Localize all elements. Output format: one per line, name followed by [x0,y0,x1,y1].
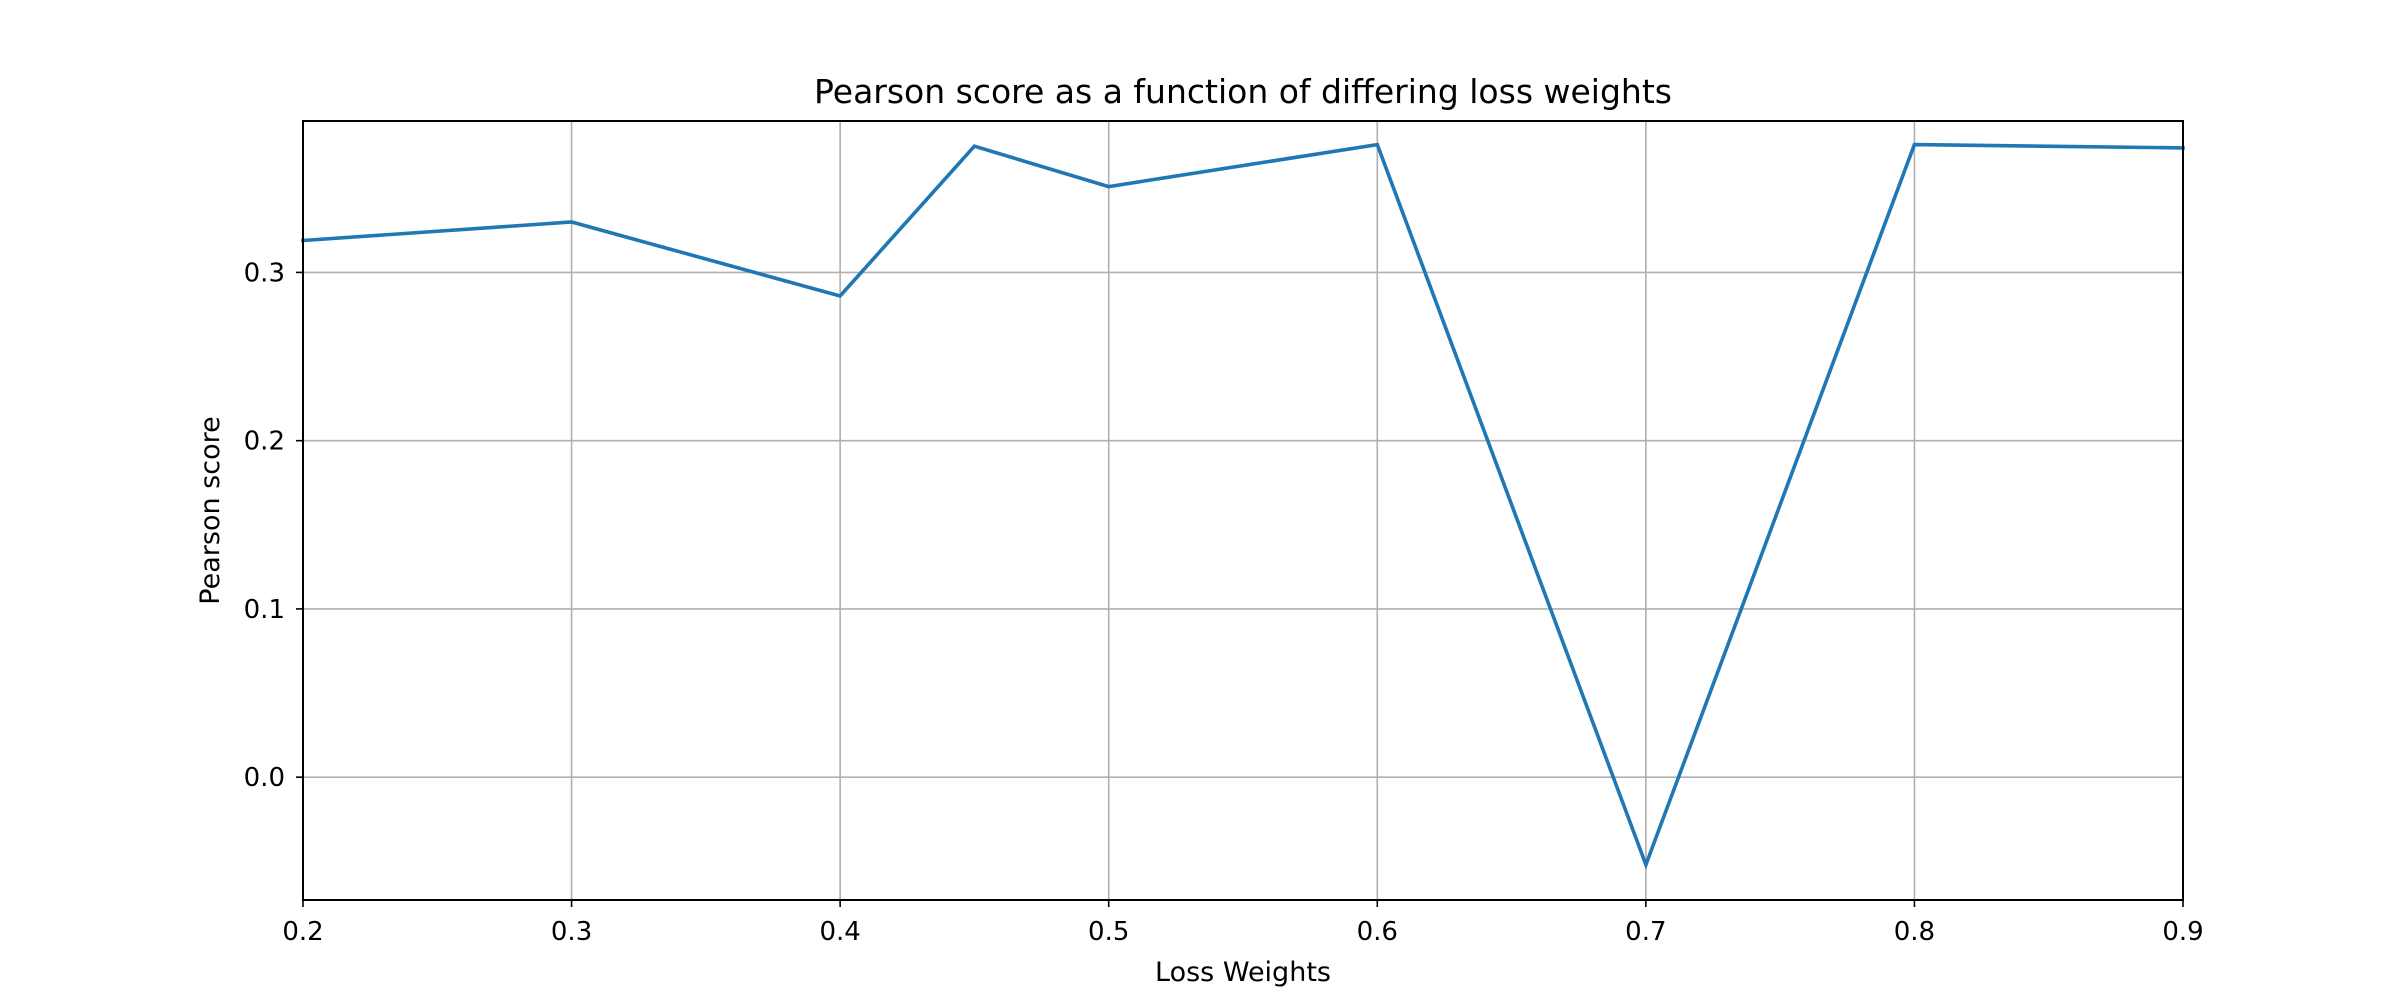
series-line [301,142,2185,870]
y-tick-label: 0.2 [244,427,285,457]
y-axis-label: Pearson score [195,416,226,604]
series-layer [301,142,2185,870]
y-tick-label: 0.1 [244,595,285,625]
x-tick-label: 0.2 [282,917,323,947]
y-tick-label: 0.0 [244,763,285,793]
x-tick-label: 0.9 [2162,917,2203,947]
ticks: 0.2 0.3 0.4 0.5 0.6 0.7 0.8 0.9 0.0 0.1 0.2 0.3 [244,258,2204,947]
x-tick-label: 0.5 [1088,917,1129,947]
y-tick-label: 0.3 [244,258,285,288]
x-tick-label: 0.3 [551,917,592,947]
chart-title: Pearson score as a function of differing… [814,72,1672,111]
plot-frame [302,120,2184,901]
x-tick-label: 0.4 [819,917,860,947]
x-axis-label: Loss Weights [1155,957,1331,988]
x-tick-label: 0.6 [1357,917,1398,947]
x-tick-label: 0.8 [1894,917,1935,947]
grid [302,121,2184,900]
x-tick-label: 0.7 [1625,917,1666,947]
